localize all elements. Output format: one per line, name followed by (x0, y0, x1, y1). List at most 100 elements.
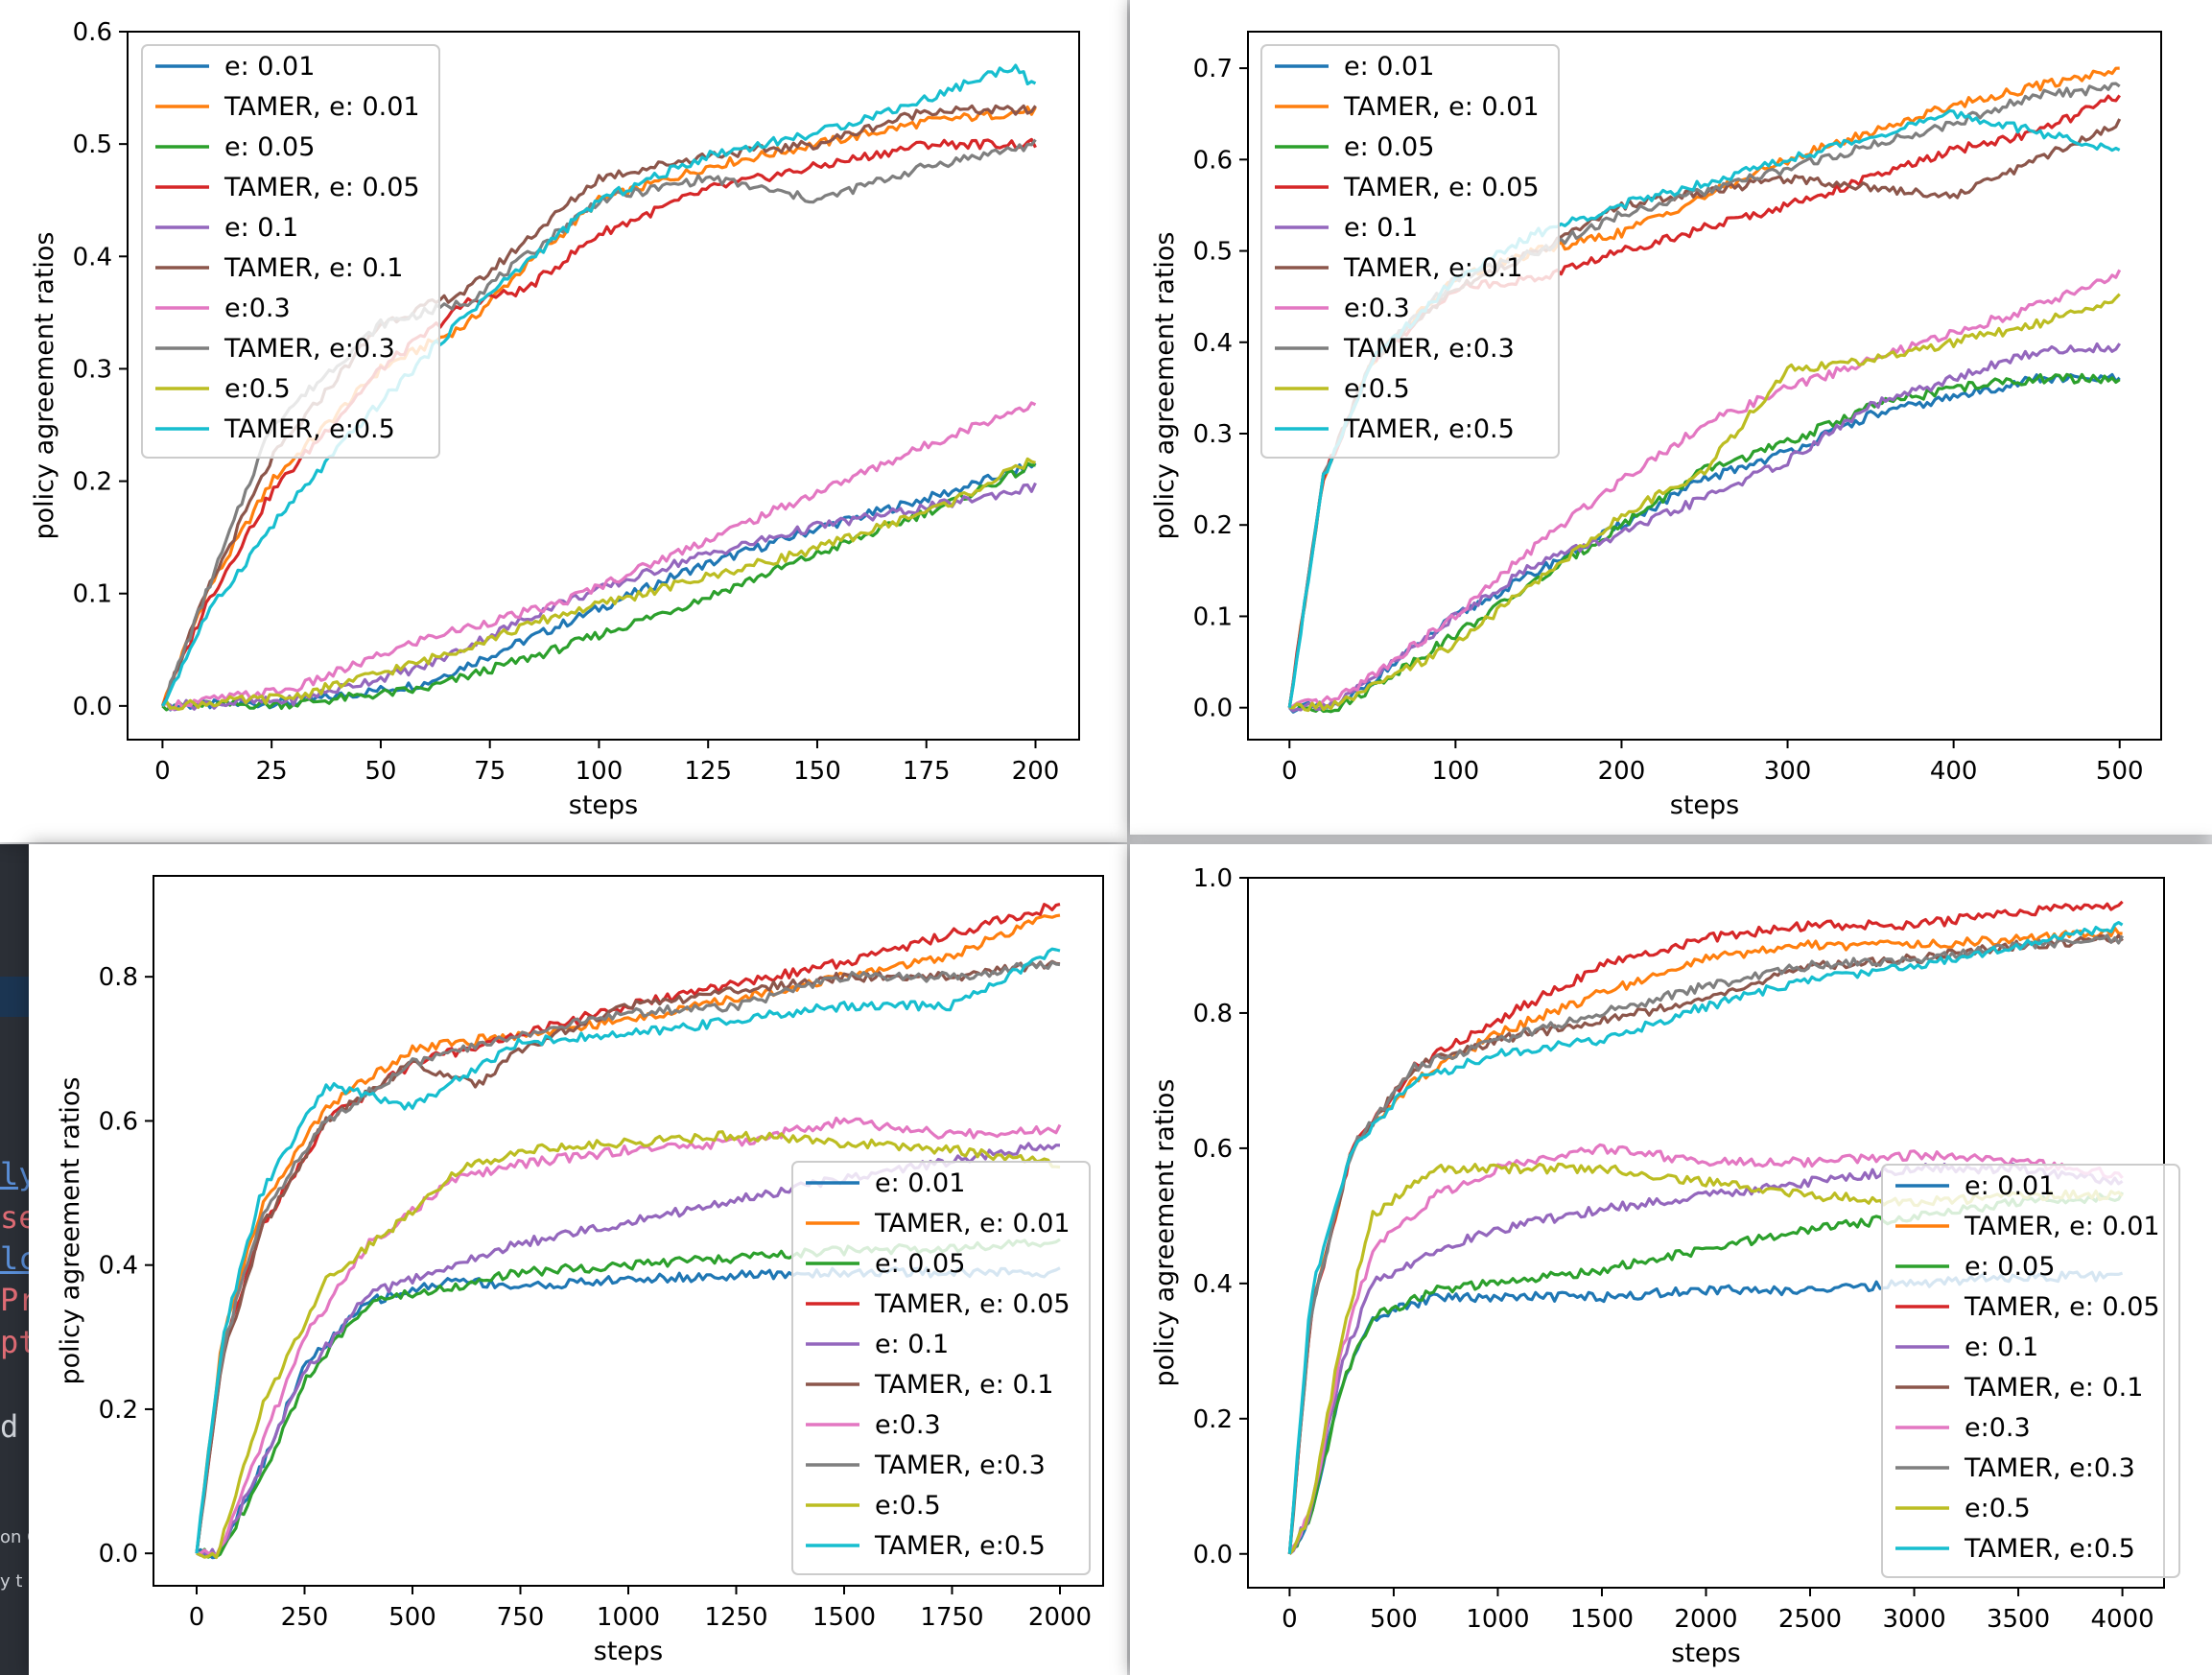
series-line (195, 947, 1061, 1554)
series-line (196, 1130, 1061, 1560)
legend-entry: e:0.5 (1344, 374, 1410, 404)
x-tick-label: 500 (2096, 757, 2144, 786)
x-tick-label: 3500 (1987, 1605, 2050, 1634)
x-tick-label: 1000 (1466, 1605, 1529, 1634)
y-tick-label: 1.0 (1193, 864, 1233, 893)
background-footer-fragment: y t (0, 1571, 23, 1592)
legend-entry: TAMER, e:0.5 (1343, 414, 1515, 444)
legend-entry: TAMER, e: 0.01 (874, 1209, 1071, 1239)
x-tick-label: 175 (903, 757, 951, 786)
legend-box (1260, 44, 1560, 459)
y-tick-label: 0.6 (1193, 146, 1233, 175)
x-axis-label: steps (1671, 1639, 1740, 1668)
legend-entry: e:0.5 (224, 374, 291, 404)
background-code-fragment: pt (0, 1324, 29, 1360)
legend-entry: TAMER, e:0.5 (1964, 1534, 2135, 1564)
x-tick-label: 0 (154, 757, 171, 786)
legend-entry: e: 0.05 (875, 1249, 965, 1279)
y-tick-label: 0.0 (73, 693, 112, 721)
legend-entry: e: 0.01 (1965, 1171, 2055, 1201)
y-tick-label: 0.2 (1193, 1405, 1233, 1434)
x-tick-label: 200 (1012, 757, 1060, 786)
series-line (1289, 293, 2121, 713)
y-axis-label: policy agreement ratios (1150, 232, 1180, 540)
background-code-fragment: lc (0, 1240, 29, 1277)
x-tick-label: 250 (281, 1603, 329, 1632)
legend-entry: e:0.3 (224, 294, 291, 323)
x-axis-label: steps (594, 1637, 663, 1666)
x-tick-label: 400 (1930, 757, 1978, 786)
y-tick-label: 0.1 (1193, 602, 1233, 631)
x-axis-label: steps (1670, 790, 1739, 820)
legend-box (141, 44, 440, 459)
series-line (196, 1116, 1062, 1558)
legend-entry: TAMER, e: 0.05 (874, 1289, 1071, 1319)
y-tick-label: 0.0 (99, 1540, 138, 1569)
x-tick-label: 300 (1764, 757, 1812, 786)
legend-entry: TAMER, e:0.3 (224, 334, 395, 364)
x-tick-label: 2000 (1028, 1603, 1092, 1632)
y-axis-label: policy agreement ratios (30, 232, 59, 540)
legend-entry: TAMER, e: 0.1 (1964, 1373, 2143, 1403)
y-tick-label: 0.4 (1193, 1270, 1233, 1299)
legend-entry: e: 0.05 (1344, 132, 1434, 162)
x-tick-label: 1500 (812, 1603, 876, 1632)
y-tick-label: 0.4 (1193, 329, 1233, 358)
y-tick-label: 0.8 (99, 963, 138, 992)
x-tick-label: 100 (576, 757, 624, 786)
series-line (161, 401, 1037, 711)
legend-entry: TAMER, e: 0.01 (1964, 1212, 2160, 1241)
background-code-fragment: Pr (0, 1282, 29, 1318)
series-line (1287, 933, 2125, 1554)
background-footer-fragment: on C (0, 1527, 29, 1547)
legend-entry: TAMER, e:0.3 (1343, 334, 1515, 364)
x-tick-label: 750 (497, 1603, 545, 1632)
legend-entry: e: 0.1 (224, 213, 298, 243)
y-tick-label: 0.6 (99, 1107, 138, 1136)
plot-window-top-left[interactable]: 0 25 50 75 100 125 150 175 200 0.0 0.1 0.2 0.3 0.4 0.5… (0, 0, 1127, 842)
x-tick-label: 0 (1282, 1605, 1298, 1634)
x-tick-label: 50 (365, 757, 396, 786)
series-line (195, 913, 1061, 1554)
series-line (1287, 933, 2124, 1554)
legend-entry: e:0.5 (1965, 1494, 2031, 1523)
y-tick-label: 0.0 (1193, 695, 1233, 723)
y-tick-label: 0.3 (1193, 420, 1233, 449)
plot-window-bottom-left[interactable]: 0 250 500 750 1000 1250 1500 1750 2000 0.0 0.2 0.4 0… (29, 844, 1127, 1675)
legend-entry: e: 0.1 (875, 1330, 949, 1359)
legend-box (791, 1161, 1091, 1575)
legend-entry: TAMER, e: 0.1 (224, 253, 403, 283)
background-code-fragment: d (0, 1408, 19, 1445)
x-tick-label: 4000 (2091, 1605, 2154, 1634)
x-tick-label: 500 (1370, 1605, 1418, 1634)
y-tick-label: 0.4 (73, 243, 112, 271)
y-tick-label: 0.4 (99, 1252, 138, 1281)
plot-window-bottom-right[interactable]: 0 500 1000 1500 2000 2500 3000 3500 4000 0.0 0.2 0.… (1130, 844, 2212, 1675)
legend-entry: e: 0.1 (1965, 1333, 2038, 1362)
legend-entry: e:0.3 (1965, 1413, 2031, 1443)
legend-entry: TAMER, e:0.3 (874, 1451, 1046, 1480)
y-tick-label: 0.2 (1193, 511, 1233, 540)
legend-entry: TAMER, e: 0.1 (874, 1370, 1053, 1400)
y-tick-label: 0.3 (73, 355, 112, 384)
x-tick-label: 150 (793, 757, 841, 786)
x-tick-label: 125 (684, 757, 732, 786)
y-tick-label: 0.2 (99, 1396, 138, 1425)
x-tick-label: 3000 (1882, 1605, 1945, 1634)
series-line (1287, 920, 2124, 1554)
x-tick-label: 500 (388, 1603, 436, 1632)
legend-entry: e:0.5 (875, 1491, 941, 1521)
x-tick-label: 25 (256, 757, 288, 786)
plot-window-top-right[interactable]: 0 100 200 300 400 500 0.0 0.1 0.2 0.3 0.4 0.5 0.6 0.7… (1130, 0, 2212, 835)
legend-entry: e: 0.01 (224, 52, 315, 82)
y-tick-label: 0.7 (1193, 55, 1233, 83)
x-tick-label: 1500 (1570, 1605, 1634, 1634)
plot-frame (127, 31, 1080, 741)
legend-entry: TAMER, e: 0.05 (224, 173, 420, 202)
legend-entry: TAMER, e: 0.01 (1343, 92, 1540, 122)
series-line (161, 63, 1037, 707)
x-tick-label: 1000 (597, 1603, 660, 1632)
series-line (195, 960, 1061, 1554)
y-tick-label: 0.8 (1193, 1000, 1233, 1028)
line-chart: 0 100 200 300 400 500 0.0 0.1 0.2 0.3 0.4 0.5 0.6 0.7… (1150, 31, 2162, 820)
